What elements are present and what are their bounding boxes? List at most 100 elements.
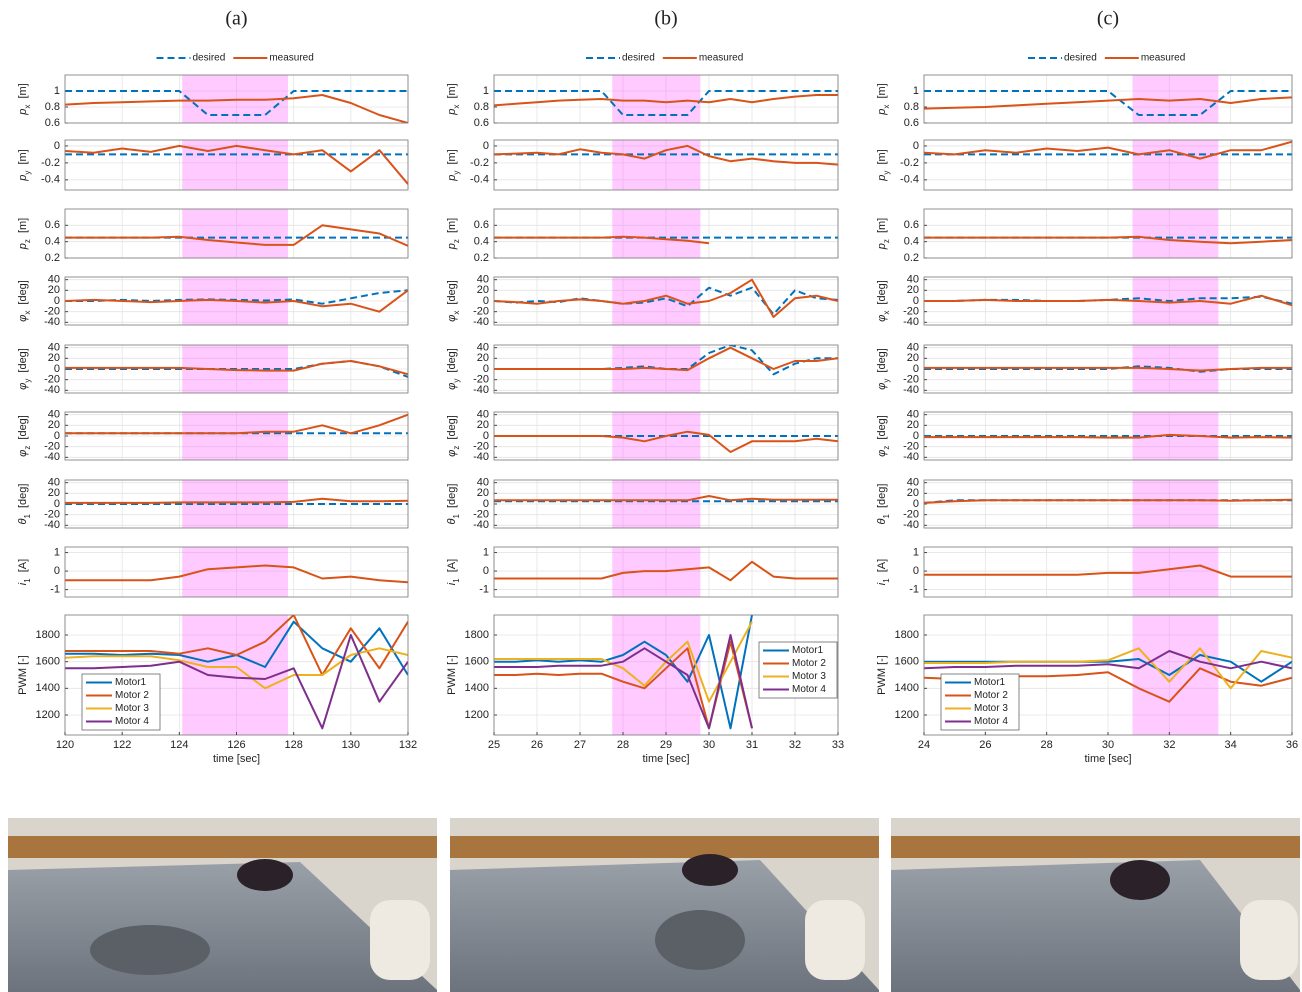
y-tick-label: 0 [483,295,489,307]
y-axis-label: φy [deg] [876,348,891,390]
data-line [924,365,1292,373]
y-tick-label: 0 [54,140,60,152]
y-tick-label: 20 [48,284,60,296]
y-label-subscript: z [882,239,891,243]
data-line [65,497,408,504]
panel: 1200 1400 1600 1800 PWM [-] Motor1 Motor 2 Moto… [876,614,1298,765]
y-axis-label: py [m] [17,149,32,181]
y-tick-label: -20 [44,441,60,453]
y-tick-label: 1600 [465,656,489,668]
y-label-symbol: θ [876,518,888,524]
series-group [924,498,1292,504]
plot-frame [923,276,1293,326]
plot-frame [923,139,1293,191]
y-label-subscript: 1 [452,578,461,583]
y-tick-label: 0.2 [45,252,60,264]
series-group [924,235,1292,245]
panel: 0.6 0.8 1 px [m] [446,74,839,129]
plot-frame [493,276,839,326]
y-label-subscript: y [23,171,32,175]
panel: -0.4 -0.2 0 py [m] [17,139,409,191]
y-label-subscript: z [23,239,32,243]
series-group [65,224,408,247]
y-label-unit: [deg] [876,484,888,508]
plot-frame [64,208,409,259]
data-line [924,498,1292,504]
y-label-symbol: i [446,582,458,585]
data-line [65,289,408,313]
y-label-unit: [deg] [446,280,458,304]
legend-label: Motor 2 [974,690,1008,701]
y-label-symbol: p [446,175,458,182]
legend-label: desired [622,53,655,64]
y-label-unit: [m] [446,149,458,164]
plot-frame [493,139,839,191]
y-tick-label: 1600 [895,656,919,668]
y-tick-label: 0 [54,498,60,510]
data-line [924,433,1292,439]
series-group [494,430,838,453]
panel: 1200 1400 1600 1800 PWM [-] Motor1 Motor 2 Moto… [446,614,844,765]
plot-frame [64,479,409,529]
y-tick-label: 20 [48,419,60,431]
panel: 0.6 0.8 1 px [m] [876,74,1293,129]
y-label-symbol: φ [876,383,888,390]
y-tick-label: 0.4 [904,236,919,248]
y-label-subscript: y [882,379,891,383]
panel: 0.2 0.4 0.6 pz [m] [17,208,409,264]
data-line [494,94,838,107]
y-axis-label: px [m] [876,83,891,115]
series-group [924,90,1292,116]
plot-frame [923,479,1293,529]
plot-frame [493,208,839,259]
y-tick-label: 20 [48,487,60,499]
y-tick-label: 0.6 [904,117,919,129]
data-line [65,289,408,305]
x-tick-label: 26 [531,739,543,751]
data-line [65,94,408,123]
x-axis-label: time [sec] [642,753,689,765]
x-tick-label: 28 [1041,739,1053,751]
y-label-unit: [m] [446,83,458,98]
y-label-symbol: θ [17,518,29,524]
series-group [65,497,408,505]
y-tick-label: 0 [913,498,919,510]
y-tick-label: 0.6 [45,219,60,231]
data-line [494,235,710,245]
y-tick-label: 0.6 [904,219,919,231]
y-label-subscript: z [452,446,461,450]
y-tick-label: -40 [473,451,489,463]
y-tick-label: 1400 [36,682,60,694]
y-tick-label: 20 [907,487,919,499]
y-axis-label: py [m] [446,149,461,181]
y-tick-label: -0.4 [41,174,60,186]
y-axis-label: PWM [-] [17,655,29,695]
y-tick-label: 20 [48,352,60,364]
y-tick-label: -0.2 [470,157,489,169]
plot-frame [493,479,839,529]
series-group [494,144,838,166]
y-tick-label: -20 [903,509,919,521]
series-group [65,144,408,185]
y-tick-label: 0.8 [474,101,489,113]
y-label-unit: [m] [446,218,458,233]
y-tick-label: 1200 [895,709,919,721]
plot-frame [64,546,409,598]
legend-label: Motor 4 [974,716,1008,727]
y-axis-label: φx [deg] [446,280,461,322]
y-label-unit: [A] [17,559,29,572]
y-tick-label: -0.2 [41,157,60,169]
y-label-symbol: φ [446,450,458,457]
y-tick-label: 0 [913,565,919,577]
highlight-region [182,209,288,258]
y-axis-label: θ1 [deg] [446,484,461,525]
series-group [494,345,838,376]
y-tick-label: 20 [477,284,489,296]
y-tick-label: -20 [473,441,489,453]
series-group [494,615,753,730]
x-tick-label: 132 [399,739,417,751]
y-tick-label: 0 [54,430,60,442]
y-tick-label: 20 [477,352,489,364]
